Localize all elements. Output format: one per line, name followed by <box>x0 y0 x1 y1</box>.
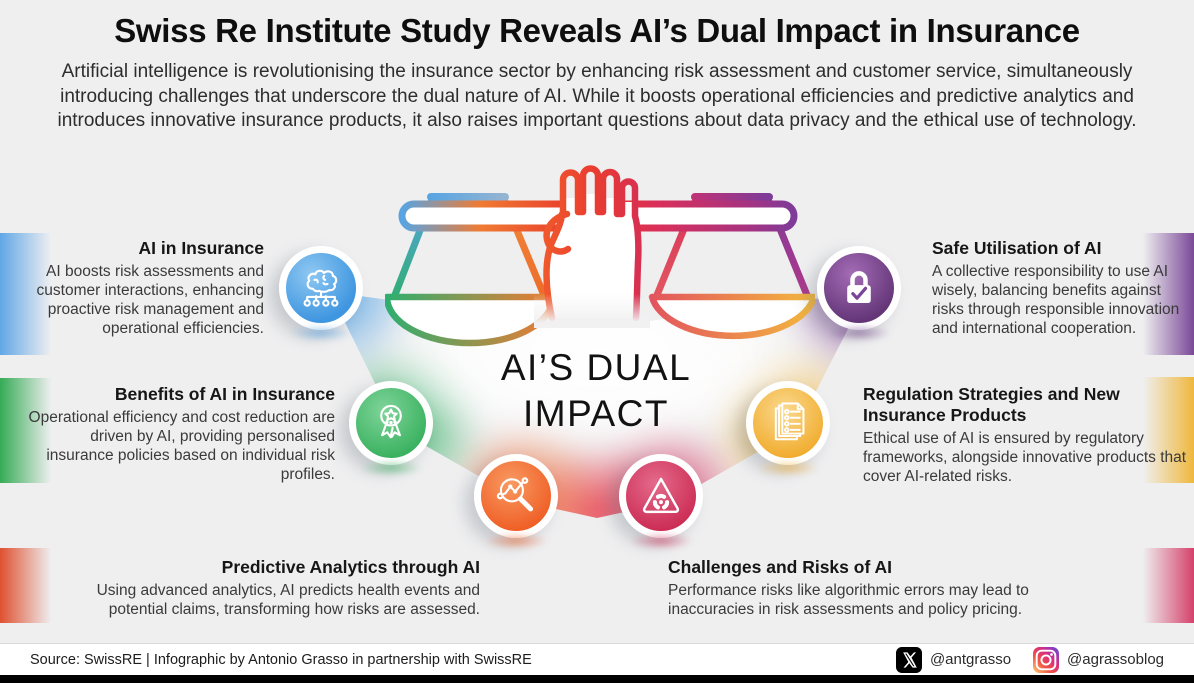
section-safe-utilisation: Safe Utilisation of AI A collective resp… <box>932 238 1184 338</box>
section-heading: Predictive Analytics through AI <box>221 557 480 577</box>
radiation-warning-icon <box>642 477 680 514</box>
badge-ai-in-insurance <box>279 246 363 330</box>
footer: Source: SwissRE | Infographic by Antonio… <box>0 643 1194 683</box>
center-title: AI’S DUAL IMPACT <box>500 347 692 434</box>
badge-benefits <box>349 381 433 465</box>
lock-check-icon <box>847 271 871 304</box>
page-subtitle: Artificial intelligence is revolutionisi… <box>57 61 1137 131</box>
section-heading: Challenges and Risks of AI <box>668 557 892 577</box>
section-body: Performance risks like algorithmic error… <box>668 582 1029 618</box>
x-logo-icon <box>895 646 922 673</box>
section-body: Using advanced analytics, AI predicts he… <box>96 582 480 618</box>
accent-bar-purple-right <box>1140 233 1194 355</box>
section-heading: Regulation Strategies and New Insurance … <box>863 384 1120 425</box>
section-body: AI boosts risk assessments and customer … <box>36 263 264 337</box>
page-title: Swiss Re Institute Study Reveals AI’s Du… <box>114 12 1080 49</box>
section-regulation: Regulation Strategies and New Insurance … <box>863 384 1194 486</box>
footer-black-bar <box>0 675 1194 683</box>
social-handles: @antgrasso <box>895 646 1164 673</box>
section-predictive: Predictive Analytics through AI Using ad… <box>48 557 480 619</box>
award-ribbon-icon <box>380 404 402 439</box>
accent-bar-pink-right <box>1140 548 1194 623</box>
source-credit: Source: SwissRE | Infographic by Antonio… <box>30 651 532 668</box>
section-heading: AI in Insurance <box>138 238 264 258</box>
brain-network-icon <box>303 269 339 307</box>
magnifier-analytics-icon <box>496 477 534 512</box>
instagram-handle: @agrassoblog <box>1033 646 1164 673</box>
section-heading: Safe Utilisation of AI <box>932 238 1102 258</box>
accent-bar-red-left <box>0 548 54 623</box>
checklist-papers-icon <box>774 402 805 441</box>
section-body: Operational efficiency and cost reductio… <box>28 409 335 483</box>
hand-gripping-beam <box>534 165 650 328</box>
section-benefits: Benefits of AI in Insurance Operational … <box>26 384 335 484</box>
accent-bar-blue-left <box>0 233 54 355</box>
section-heading: Benefits of AI in Insurance <box>114 384 335 404</box>
x-handle: @antgrasso <box>895 646 1011 673</box>
accent-bar-gold-right <box>1140 377 1194 483</box>
hand-balance-scale-illustration <box>385 165 815 347</box>
accent-bar-green-left <box>0 378 54 483</box>
badge-regulation <box>746 381 830 465</box>
section-challenges: Challenges and Risks of AI Performance r… <box>668 557 1098 619</box>
section-ai-in-insurance: AI in Insurance AI boosts risk assessmen… <box>33 238 264 338</box>
section-body: Ethical use of AI is ensured by regulato… <box>863 430 1187 485</box>
badge-safe-utilisation <box>817 246 901 330</box>
instagram-logo-icon <box>1033 646 1060 673</box>
section-body: A collective responsibility to use AI wi… <box>932 263 1180 337</box>
badge-challenges <box>619 454 703 538</box>
badge-predictive <box>474 454 558 538</box>
